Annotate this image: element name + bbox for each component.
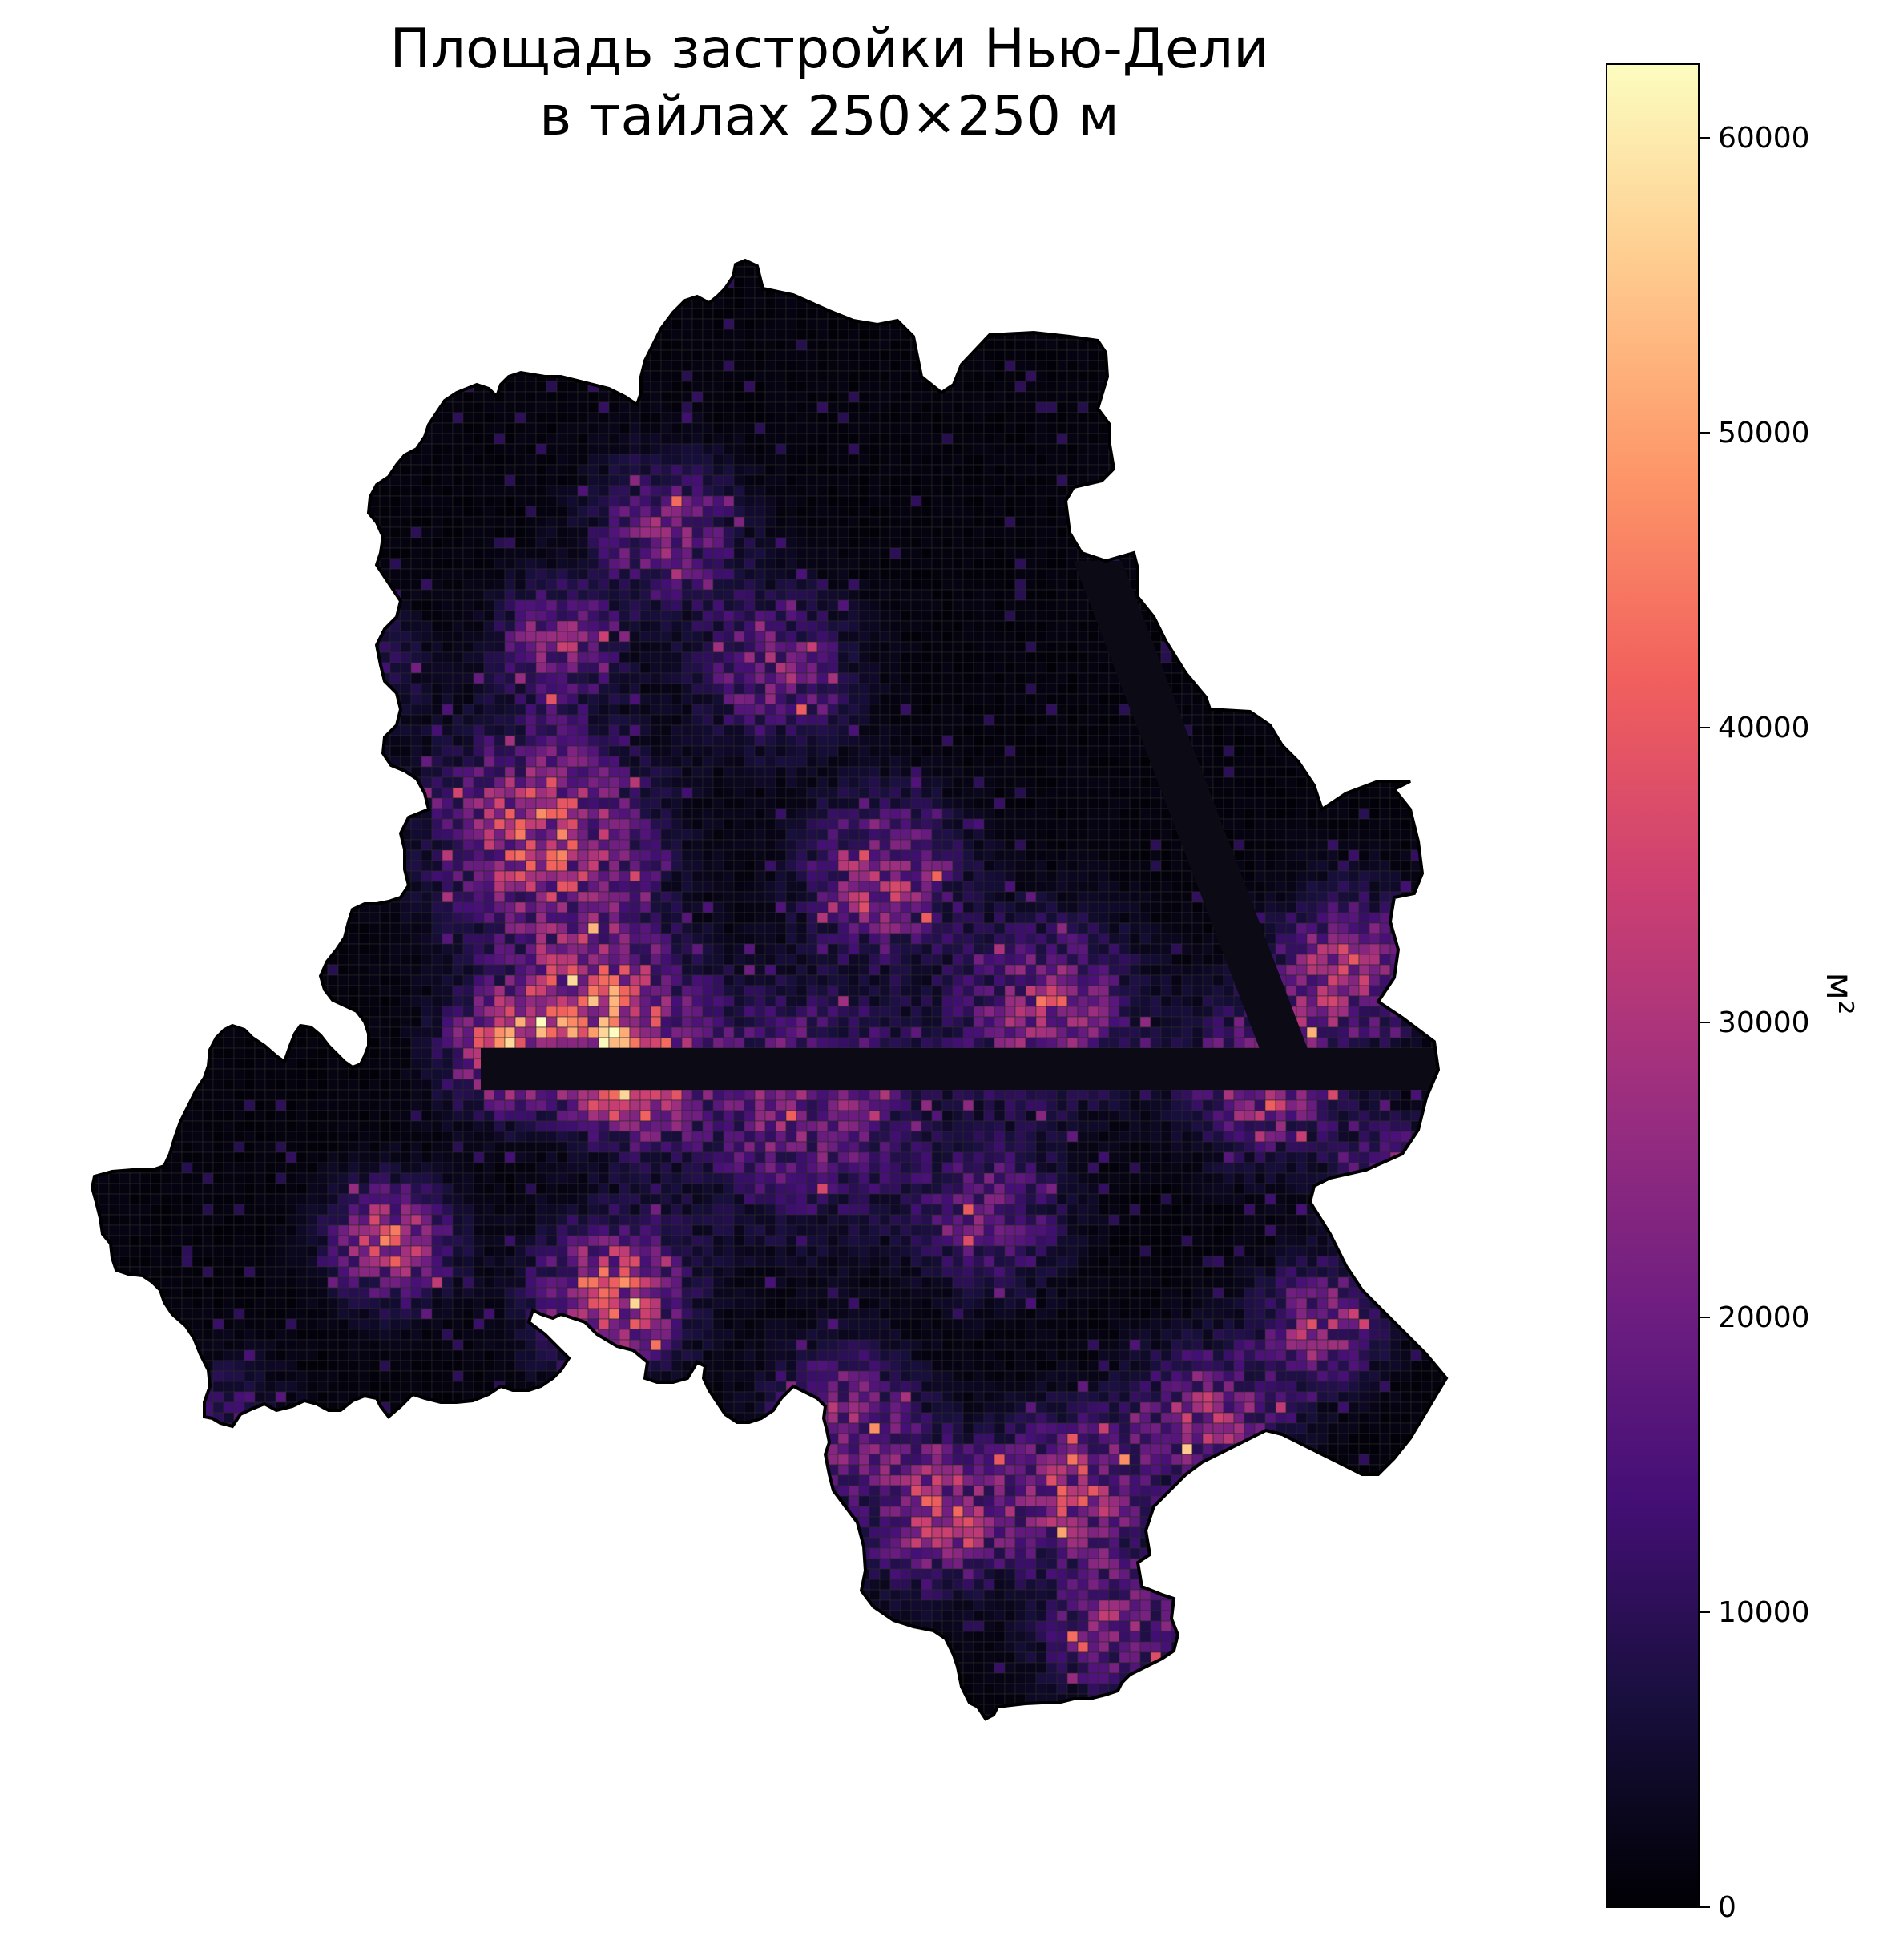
map-title-line-1: Площадь застройки Нью-Дели — [389, 18, 1269, 81]
map-title-line-2: в тайлах 250×250 м — [539, 85, 1119, 148]
